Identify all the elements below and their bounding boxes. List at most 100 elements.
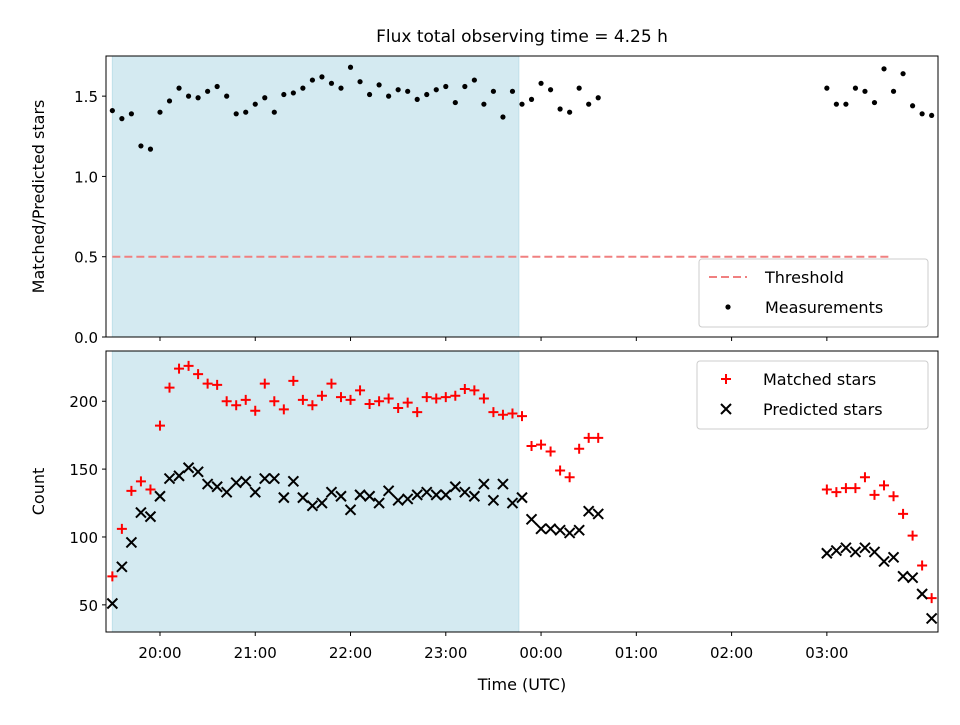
matched-star-point — [879, 480, 890, 491]
legend-box — [696, 360, 929, 430]
legend-label: Measurements — [765, 298, 883, 317]
series-predicted-stars — [106, 462, 938, 625]
predicted-star-point — [868, 546, 881, 558]
predicted-star-point — [382, 485, 395, 497]
predicted-star-point — [182, 462, 195, 474]
matched-star-point — [564, 472, 575, 483]
measurement-point — [528, 96, 535, 102]
matched-star-point — [335, 392, 346, 403]
matched-star-point — [469, 385, 480, 396]
predicted-star-point — [297, 491, 309, 504]
matched-star-point — [545, 446, 556, 457]
matched-star-point — [593, 432, 604, 443]
predicted-star-point — [268, 472, 281, 485]
axes-frame — [105, 55, 939, 338]
matched-star-point — [154, 420, 165, 431]
y-tick-label: 150 — [69, 461, 98, 479]
predicted-star-point — [421, 486, 433, 498]
predicted-star-point — [354, 489, 366, 501]
predicted-star-point — [373, 497, 385, 509]
measurement-point — [195, 95, 201, 101]
measurement-point — [386, 93, 392, 99]
matched-star-point — [145, 484, 156, 495]
measurement-point — [881, 66, 887, 72]
matched-star-point — [517, 411, 527, 422]
matched-star-point — [431, 393, 442, 404]
matched-star-point — [221, 396, 232, 407]
measurement-point — [843, 101, 849, 107]
y-tick-label: 0.0 — [74, 329, 98, 347]
matched-star-point — [840, 483, 851, 494]
predicted-star-point — [497, 478, 509, 490]
predicted-star-point — [306, 500, 319, 512]
matched-star-point — [126, 485, 137, 496]
legend-label: Matched stars — [763, 370, 876, 389]
predicted-star-point — [516, 491, 528, 504]
measurement-point — [462, 83, 468, 90]
measurement-point — [547, 87, 554, 93]
predicted-star-point — [487, 494, 500, 507]
matched-star-point — [917, 560, 928, 571]
matched-star-point — [450, 390, 461, 401]
x-tick-label: 00:00 — [519, 644, 562, 662]
x-tick-label: 22:00 — [329, 644, 372, 662]
measurement-point — [347, 64, 354, 70]
predicted-star-point — [830, 544, 843, 557]
predicted-star-point — [440, 489, 452, 501]
measurement-point — [424, 91, 430, 98]
measurement-point — [567, 109, 573, 115]
predicted-star-point — [544, 523, 557, 535]
matched-star-point — [364, 398, 375, 409]
matched-star-point — [583, 432, 594, 443]
measurement-point — [538, 80, 544, 86]
measurement-point — [166, 98, 173, 104]
predicted-star-point — [392, 494, 404, 507]
predicted-star-point — [478, 478, 490, 490]
y-tick-label: 0.5 — [74, 249, 98, 267]
matched-star-point — [526, 441, 537, 452]
legend: Threshold Measurements — [698, 258, 929, 328]
measurement-point — [405, 88, 411, 94]
predicted-star-point — [173, 470, 185, 482]
measurement-point — [281, 91, 287, 98]
predicted-star-point — [163, 472, 176, 485]
bottom-panel: 50 100 150 200 20:00 21:00 22:00 23:00 00:00 01:0… — [29, 350, 939, 694]
measurement-point — [243, 109, 249, 115]
measurement-point — [833, 101, 839, 107]
matched-star-point — [307, 400, 318, 411]
legend-predicted-marker — [720, 403, 732, 415]
series-measurements — [109, 64, 935, 152]
matched-star-point — [926, 593, 937, 604]
measurement-point — [481, 101, 487, 107]
matched-star-point — [345, 394, 356, 405]
y-tick-label: 50 — [79, 597, 98, 615]
matched-star-point — [259, 378, 270, 389]
measurement-point — [929, 112, 935, 119]
predicted-star-point — [592, 508, 604, 520]
legend-label: Threshold — [764, 268, 844, 287]
predicted-star-point — [335, 490, 347, 502]
matched-star-point — [174, 363, 185, 374]
legend-matched-marker — [721, 374, 731, 384]
predicted-star-point — [154, 490, 166, 502]
x-tick-label: 23:00 — [424, 644, 467, 662]
x-tick-label: 03:00 — [805, 644, 848, 662]
chart-title: Flux total observing time = 4.25 h — [376, 27, 668, 47]
measurement-point — [890, 88, 897, 94]
y-tick-label: 200 — [69, 393, 98, 411]
matched-star-point — [536, 439, 547, 450]
predicted-star-point — [554, 524, 566, 536]
measurement-point — [376, 82, 382, 88]
measurement-point — [490, 88, 497, 94]
predicted-star-point — [897, 570, 909, 583]
matched-star-point — [326, 378, 337, 389]
predicted-star-point — [316, 497, 328, 509]
predicted-star-point — [459, 486, 471, 498]
predicted-star-point — [430, 489, 442, 501]
predicted-star-point — [344, 504, 357, 516]
measurement-point — [309, 77, 316, 83]
measurement-point — [328, 80, 335, 86]
predicted-star-point — [906, 571, 919, 584]
matched-star-point — [107, 571, 118, 582]
